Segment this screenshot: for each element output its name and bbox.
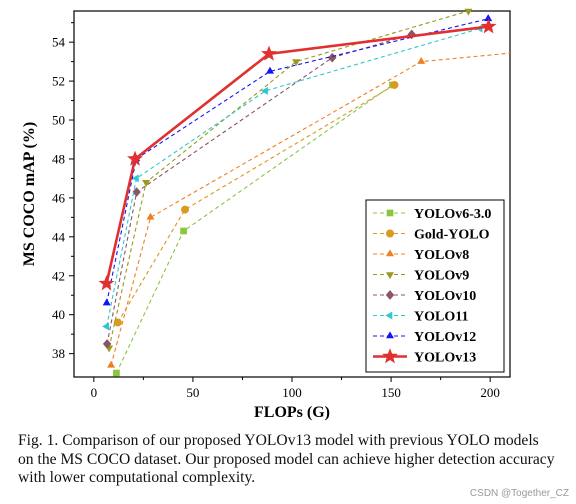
legend-marker-yolov6-3-0 bbox=[386, 209, 394, 217]
data-point-yolov10 bbox=[328, 52, 337, 63]
legend-frame bbox=[365, 199, 505, 373]
data-point-yolov12 bbox=[484, 14, 493, 22]
y-tick-label: 46 bbox=[52, 190, 66, 205]
data-point-yolov10 bbox=[132, 187, 141, 197]
x-tick-label: 0 bbox=[91, 385, 98, 400]
data-point-yolov9 bbox=[292, 59, 301, 67]
legend-label-yolo11: YOLO11 bbox=[414, 310, 468, 325]
legend-item-yolov13: YOLOv13 bbox=[373, 348, 476, 366]
data-point-yolov12 bbox=[102, 298, 111, 306]
legend-item-yolov12: YOLOv12 bbox=[373, 330, 476, 345]
x-tick-label: 150 bbox=[381, 385, 401, 400]
legend-marker-yolov13 bbox=[382, 348, 398, 364]
line-chart: 0 50 100 150 200 38 40 42 44 46 48 50 52 54 FLOPs (G) M… bbox=[21, 8, 511, 421]
data-point-yolov10 bbox=[102, 339, 112, 349]
data-point-yolov8 bbox=[146, 212, 155, 220]
legend-label-yolov8: YOLOv8 bbox=[414, 248, 469, 263]
legend-item-yolov8: YOLOv8 bbox=[373, 248, 469, 263]
x-tick-label: 50 bbox=[186, 385, 199, 400]
series-line-yolov10 bbox=[106, 33, 412, 345]
legend-label-yolov10: YOLOv10 bbox=[414, 289, 476, 304]
data-point-yolov9 bbox=[464, 8, 473, 16]
legend-item-yolov10: YOLOv10 bbox=[373, 289, 476, 304]
series-gold-yolo bbox=[113, 80, 399, 327]
x-tick-label: 100 bbox=[282, 385, 302, 400]
data-point-yolov6-3-0 bbox=[113, 369, 120, 377]
data-point-yolov13 bbox=[480, 18, 497, 34]
data-point-yolov13 bbox=[261, 45, 277, 61]
watermark: CSDN @Together_CZ bbox=[469, 488, 569, 499]
series-yolov13 bbox=[98, 18, 497, 291]
data-point-gold-yolo bbox=[113, 318, 122, 327]
data-point-yolo11 bbox=[131, 174, 139, 183]
legend-label-yolov13: YOLOv13 bbox=[414, 351, 476, 366]
y-tick-label: 44 bbox=[52, 229, 66, 244]
y-tick-label: 40 bbox=[52, 307, 65, 322]
legend-marker-yolov9 bbox=[386, 272, 394, 280]
legend-marker-yolov8 bbox=[386, 249, 394, 257]
series-line-yolov13 bbox=[105, 25, 489, 284]
x-axis-title: FLOPs (G) bbox=[254, 404, 330, 421]
series-line-yolov9 bbox=[108, 11, 469, 348]
legend-marker-yolo11 bbox=[385, 311, 393, 320]
series-line-yolov12 bbox=[106, 18, 489, 304]
legend-marker-gold-yolo bbox=[386, 229, 394, 238]
series-line-yolov8 bbox=[110, 52, 510, 366]
figure-caption: Fig. 1. Comparison of our proposed YOLOv… bbox=[18, 432, 555, 486]
legend-item-yolo11: YOLO11 bbox=[373, 310, 468, 325]
legend-item-yolov9: YOLOv9 bbox=[373, 269, 469, 284]
data-point-yolov8 bbox=[107, 360, 116, 368]
x-tick-label: 200 bbox=[480, 385, 500, 400]
y-axis-title: MS COCO mAP (%) bbox=[21, 122, 38, 266]
data-point-yolo11 bbox=[261, 86, 268, 95]
data-point-yolov12 bbox=[266, 66, 274, 74]
data-point-gold-yolo bbox=[180, 205, 189, 214]
legend: YOLOv6-3.0 Gold-YOLO YOLOv8 YOLOv9 YOLOv10 YO… bbox=[365, 199, 505, 373]
series-yolov6-3-0 bbox=[113, 81, 396, 377]
y-tick-label: 42 bbox=[52, 268, 65, 283]
series-line-gold-yolo bbox=[117, 84, 395, 323]
legend-marker-yolov10 bbox=[385, 290, 395, 300]
data-point-yolov8 bbox=[417, 57, 426, 64]
y-tick-label: 48 bbox=[52, 151, 65, 166]
series-yolov8 bbox=[107, 52, 510, 368]
data-point-yolov9 bbox=[142, 180, 151, 187]
y-tick-label: 54 bbox=[52, 35, 66, 50]
legend-marker-yolov12 bbox=[386, 331, 394, 339]
legend-label-yolov6-3-0: YOLOv6-3.0 bbox=[414, 207, 491, 222]
legend-label-yolov9: YOLOv9 bbox=[414, 269, 469, 284]
legend-label-yolov12: YOLOv12 bbox=[414, 330, 476, 345]
y-tick-label: 52 bbox=[52, 74, 65, 89]
data-point-yolov13 bbox=[127, 150, 143, 166]
y-tick-label: 50 bbox=[52, 113, 65, 128]
legend-label-gold-yolo: Gold-YOLO bbox=[414, 228, 490, 243]
legend-item-gold-yolo: Gold-YOLO bbox=[373, 228, 490, 243]
data-point-gold-yolo bbox=[390, 80, 399, 89]
data-point-yolov13 bbox=[98, 275, 115, 291]
data-point-yolov6-3-0 bbox=[180, 227, 187, 235]
series-line-yolov6-3-0 bbox=[115, 84, 393, 374]
legend-item-yolov6-3-0: YOLOv6-3.0 bbox=[373, 207, 491, 222]
data-point-yolo11 bbox=[102, 322, 110, 331]
y-tick-label: 38 bbox=[52, 346, 65, 361]
